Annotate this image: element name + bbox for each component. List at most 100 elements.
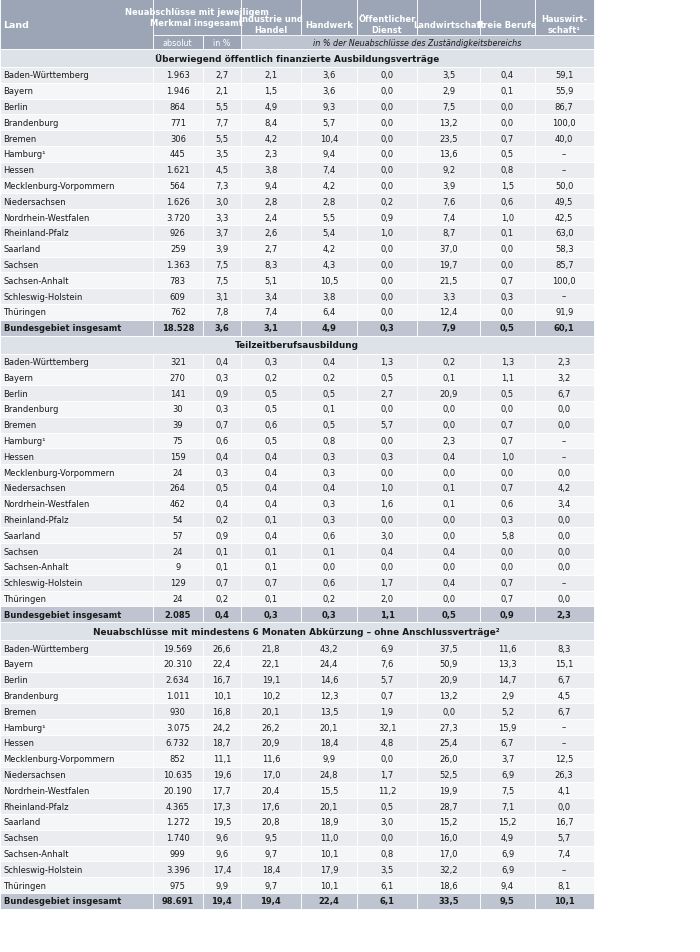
Bar bbox=[357, 226, 417, 242]
Bar bbox=[0, 163, 153, 178]
Text: 17,0: 17,0 bbox=[440, 849, 458, 858]
Text: 20,9: 20,9 bbox=[262, 739, 280, 747]
Text: 321: 321 bbox=[170, 358, 186, 367]
Text: 6,7: 6,7 bbox=[500, 739, 514, 747]
Bar bbox=[0, 84, 153, 100]
Text: Handwerk: Handwerk bbox=[305, 21, 353, 30]
Text: 3,8: 3,8 bbox=[264, 166, 278, 175]
Bar bbox=[241, 720, 301, 735]
Text: 39: 39 bbox=[172, 421, 183, 429]
Bar bbox=[241, 163, 301, 178]
Bar bbox=[535, 704, 594, 720]
Bar bbox=[153, 370, 203, 386]
Text: 0,3: 0,3 bbox=[323, 515, 335, 525]
Text: Schleswig-Holstein: Schleswig-Holstein bbox=[4, 864, 83, 874]
Bar bbox=[417, 575, 480, 591]
Bar bbox=[153, 68, 203, 84]
Text: 0,0: 0,0 bbox=[558, 405, 570, 414]
Bar bbox=[153, 433, 203, 449]
Bar bbox=[241, 178, 301, 194]
Text: 16,0: 16,0 bbox=[440, 833, 458, 843]
Text: Brandenburg: Brandenburg bbox=[4, 691, 59, 701]
Bar bbox=[0, 591, 153, 606]
Bar bbox=[153, 354, 203, 370]
Text: 3,1: 3,1 bbox=[263, 324, 279, 333]
Text: 0,5: 0,5 bbox=[501, 389, 514, 398]
Bar bbox=[241, 305, 301, 321]
Text: Mecklenburg-Vorpommern: Mecklenburg-Vorpommern bbox=[4, 468, 115, 477]
Text: Landwirtschaft: Landwirtschaft bbox=[413, 21, 484, 30]
Bar bbox=[203, 84, 241, 100]
Bar bbox=[357, 0, 417, 50]
Text: 2,7: 2,7 bbox=[265, 245, 277, 254]
Text: 0,0: 0,0 bbox=[501, 261, 514, 269]
Text: 3,4: 3,4 bbox=[558, 500, 570, 508]
Bar bbox=[241, 606, 301, 623]
Bar bbox=[480, 402, 535, 417]
Text: 1,5: 1,5 bbox=[265, 88, 277, 96]
Bar bbox=[0, 226, 153, 242]
Bar bbox=[241, 845, 301, 862]
Bar bbox=[203, 862, 241, 878]
Bar bbox=[153, 115, 203, 131]
Text: 0,9: 0,9 bbox=[500, 610, 515, 619]
Text: 17,3: 17,3 bbox=[213, 802, 231, 811]
Text: 0,0: 0,0 bbox=[558, 531, 570, 540]
Text: 25,4: 25,4 bbox=[440, 739, 458, 747]
Bar bbox=[417, 799, 480, 814]
Text: 7,8: 7,8 bbox=[215, 308, 229, 317]
Bar bbox=[203, 878, 241, 893]
Bar bbox=[301, 163, 357, 178]
Bar bbox=[0, 288, 153, 305]
Text: 50,0: 50,0 bbox=[555, 182, 573, 190]
Text: Nordrhein-Westfalen: Nordrhein-Westfalen bbox=[4, 500, 90, 508]
Text: 15,5: 15,5 bbox=[320, 786, 338, 795]
Bar bbox=[301, 688, 357, 704]
Bar bbox=[535, 672, 594, 688]
Bar bbox=[417, 449, 480, 465]
Text: 5,8: 5,8 bbox=[501, 531, 514, 540]
Bar bbox=[241, 751, 301, 766]
Bar bbox=[301, 814, 357, 830]
Text: 1,7: 1,7 bbox=[381, 770, 393, 779]
Text: 24: 24 bbox=[172, 547, 183, 556]
Text: 0,0: 0,0 bbox=[558, 594, 570, 604]
Bar bbox=[417, 370, 480, 386]
Bar bbox=[357, 862, 417, 878]
Bar bbox=[535, 766, 594, 783]
Text: 999: 999 bbox=[170, 849, 186, 858]
Text: 0,4: 0,4 bbox=[381, 547, 393, 556]
Bar bbox=[153, 288, 203, 305]
Text: 0,2: 0,2 bbox=[381, 198, 393, 207]
Bar bbox=[203, 402, 241, 417]
Bar bbox=[357, 433, 417, 449]
Text: Niedersachsen: Niedersachsen bbox=[4, 198, 66, 207]
Bar bbox=[301, 288, 357, 305]
Text: 0,1: 0,1 bbox=[323, 405, 335, 414]
Text: 0,1: 0,1 bbox=[501, 88, 514, 96]
Bar bbox=[0, 641, 153, 656]
Text: 1,1: 1,1 bbox=[379, 610, 395, 619]
Bar bbox=[241, 641, 301, 656]
Bar bbox=[241, 402, 301, 417]
Bar bbox=[535, 720, 594, 735]
Bar bbox=[480, 512, 535, 527]
Bar bbox=[417, 656, 480, 672]
Text: 0,5: 0,5 bbox=[381, 373, 393, 383]
Text: 18,4: 18,4 bbox=[262, 864, 280, 874]
Text: 0,4: 0,4 bbox=[216, 358, 228, 367]
Text: 1,0: 1,0 bbox=[501, 213, 514, 223]
Bar bbox=[0, 273, 153, 288]
Bar bbox=[153, 720, 203, 735]
Bar bbox=[153, 830, 203, 845]
Bar bbox=[241, 544, 301, 560]
Bar bbox=[241, 354, 301, 370]
Text: 3.075: 3.075 bbox=[166, 723, 190, 732]
Text: 9,7: 9,7 bbox=[265, 881, 277, 890]
Bar bbox=[241, 100, 301, 115]
Bar bbox=[241, 862, 301, 878]
Text: 0,1: 0,1 bbox=[265, 547, 277, 556]
Text: 13,6: 13,6 bbox=[440, 150, 458, 159]
Text: 3,2: 3,2 bbox=[558, 373, 570, 383]
Bar bbox=[203, 656, 241, 672]
